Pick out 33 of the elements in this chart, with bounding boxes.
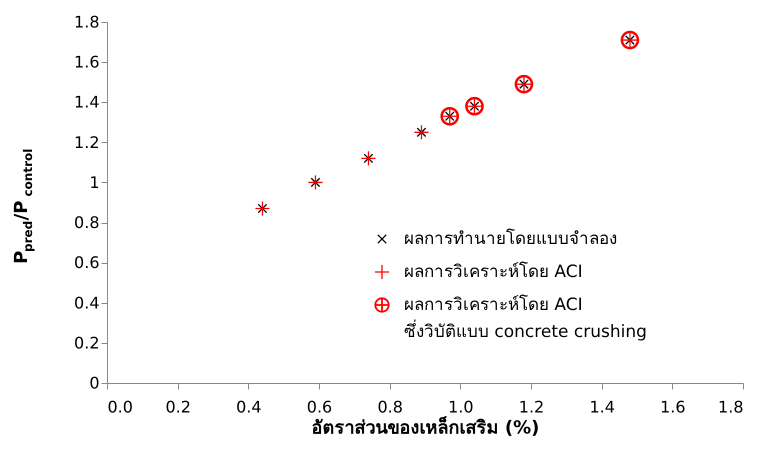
y-tick-label: 1.8 xyxy=(74,12,100,32)
point xyxy=(254,200,270,216)
point xyxy=(416,127,426,138)
point xyxy=(310,178,320,188)
x-axis-title: อัตราส่วนของเหล็กเสริม (%) xyxy=(312,416,540,438)
x-tick-label: 0.8 xyxy=(377,398,403,416)
y-tick-label: 0.4 xyxy=(74,293,100,312)
point xyxy=(364,154,374,164)
y-tick-label: 0 xyxy=(89,374,100,392)
legend-label: ผลการวิเคราะห์โดย ACI xyxy=(404,261,583,282)
point xyxy=(414,124,430,140)
y-axis-title: Ppred/Pcontrol xyxy=(11,148,35,264)
x-tick-label: 0.2 xyxy=(165,398,191,416)
x-tick-label: 1.2 xyxy=(518,398,544,416)
y-tick-label: 0.6 xyxy=(74,253,100,272)
x-tick-label: 1.4 xyxy=(589,398,615,416)
y-tick-label: 0.8 xyxy=(74,213,100,232)
legend-label: ผลการวิเคราะห์โดย ACI ซึ่งวิบัติแบบ concrete crushing xyxy=(404,294,647,342)
x-tick-label: 0.4 xyxy=(236,398,262,416)
legend-label: ผลการทำนายโดยแบบจำลอง xyxy=(404,228,617,249)
y-tick-label: 1.6 xyxy=(74,52,100,72)
point xyxy=(308,174,324,190)
y-tick-label: 1.4 xyxy=(74,92,100,112)
x-tick-label: 0.0 xyxy=(108,398,133,416)
x-tick-label: 1.6 xyxy=(660,398,686,416)
x-tick-label: 1.8 xyxy=(718,398,744,416)
y-tick-label: 1.2 xyxy=(74,132,100,152)
x-tick-label: 0.6 xyxy=(306,398,332,416)
point xyxy=(258,204,268,214)
y-tick-label: 1 xyxy=(89,172,100,192)
x-tick-label: 1.0 xyxy=(448,398,474,416)
point xyxy=(360,150,376,166)
y-tick-label: 0.2 xyxy=(74,333,100,352)
